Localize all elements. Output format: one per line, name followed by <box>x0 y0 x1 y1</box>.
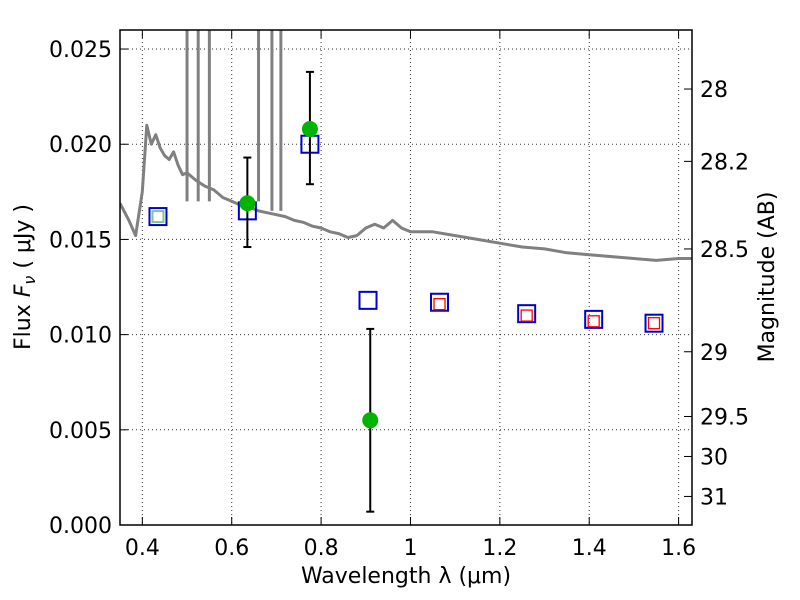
y2-axis-title: Magnitude (AB) <box>755 192 780 363</box>
observed-point <box>301 121 318 137</box>
model-point-red <box>647 317 661 330</box>
x-axis: 0.4 0.6 0.8 1 1.2 1.4 1.6 <box>125 30 696 561</box>
model-point-blue <box>430 292 450 312</box>
y2-tick-label: 28.5 <box>700 238 749 263</box>
y2-axis: 28 28.2 28.5 29 29.5 30 31 <box>684 78 749 510</box>
y-tick-label: 0.020 <box>49 133 112 158</box>
y-tick-label: 0.015 <box>49 228 112 253</box>
y2-tick-label: 29.5 <box>700 405 749 430</box>
plot-frame <box>119 29 693 526</box>
model-point-green <box>151 210 165 224</box>
x-axis-title: Wavelength λ (μm) <box>301 564 511 589</box>
y2-tick-label: 31 <box>700 485 728 510</box>
x-tick-label: 1.2 <box>482 536 517 561</box>
x-tick-label: 0.6 <box>214 536 249 561</box>
model-point-red <box>587 315 600 328</box>
y-axis: 0.000 0.005 0.010 0.015 0.020 0.025 <box>49 38 128 539</box>
spectrum-line <box>120 123 692 262</box>
x-tick-label: 0.8 <box>304 536 339 561</box>
x-tick-label: 0.4 <box>125 536 160 561</box>
observed-point <box>239 195 256 212</box>
y2-tick-label: 28 <box>700 78 728 103</box>
y2-tick-label: 29 <box>700 341 728 366</box>
model-point-blue <box>517 304 537 324</box>
x-tick-label: 1 <box>403 536 417 561</box>
model-point-blue <box>358 290 378 310</box>
y-tick-label: 0.005 <box>49 419 112 444</box>
model-point-blue <box>584 309 604 329</box>
x-tick-label: 1.6 <box>661 536 696 561</box>
grid-lines <box>120 30 692 526</box>
y2-tick-label: 30 <box>700 445 728 470</box>
y2-tick-label: 28.2 <box>700 150 749 175</box>
y-tick-label: 0.010 <box>49 324 112 349</box>
markers-layer <box>148 70 664 513</box>
model-point-red <box>433 298 446 311</box>
y-tick-label: 0.000 <box>49 514 112 539</box>
x-tick-label: 1.4 <box>572 536 607 561</box>
model-point-blue <box>148 207 168 227</box>
model-point-red <box>520 309 533 322</box>
y-tick-label: 0.025 <box>49 38 112 63</box>
spectrum-layer <box>120 30 692 262</box>
model-point-blue <box>644 313 664 333</box>
observed-point <box>362 412 379 429</box>
y-axis-title: Flux Fν ( μJy ) <box>11 204 39 350</box>
